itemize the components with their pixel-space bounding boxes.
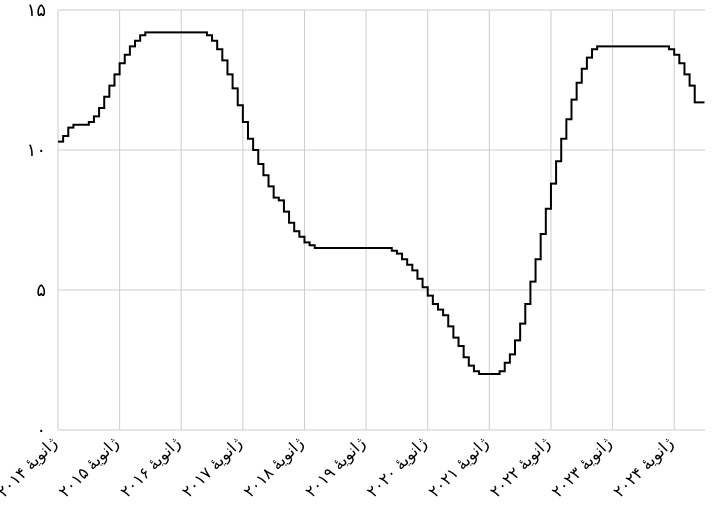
chart-svg: ۰۵۱۰۱۵ژانویهٔ ۲۰۱۴ژانویهٔ ۲۰۱۵ژانویهٔ ۲۰… bbox=[0, 0, 719, 518]
y-tick-label: ۰ bbox=[36, 420, 46, 440]
x-tick-label: ژانویهٔ ۲۰۲۰ bbox=[364, 435, 430, 501]
x-tick-label: ژانویهٔ ۲۰۱۸ bbox=[241, 435, 307, 501]
x-tick-label: ژانویهٔ ۲۰۲۴ bbox=[611, 435, 677, 501]
x-tick-label: ژانویهٔ ۲۰۱۴ bbox=[0, 435, 61, 501]
x-tick-label: ژانویهٔ ۲۰۱۵ bbox=[56, 435, 122, 501]
x-tick-label: ژانویهٔ ۲۰۲۳ bbox=[549, 435, 615, 501]
x-tick-label: ژانویهٔ ۲۰۱۹ bbox=[303, 435, 369, 501]
x-tick-label: ژانویهٔ ۲۰۲۱ bbox=[426, 435, 492, 501]
x-tick-label: ژانویهٔ ۲۰۱۶ bbox=[118, 435, 184, 501]
x-tick-label: ژانویهٔ ۲۰۲۲ bbox=[487, 435, 553, 501]
x-tick-label: ژانویهٔ ۲۰۱۷ bbox=[179, 435, 245, 501]
y-tick-label: ۱۵ bbox=[27, 0, 46, 20]
y-tick-label: ۱۰ bbox=[27, 140, 46, 160]
data-series-line bbox=[58, 32, 704, 374]
step-line-chart: ۰۵۱۰۱۵ژانویهٔ ۲۰۱۴ژانویهٔ ۲۰۱۵ژانویهٔ ۲۰… bbox=[0, 0, 719, 518]
y-tick-label: ۵ bbox=[36, 280, 46, 300]
